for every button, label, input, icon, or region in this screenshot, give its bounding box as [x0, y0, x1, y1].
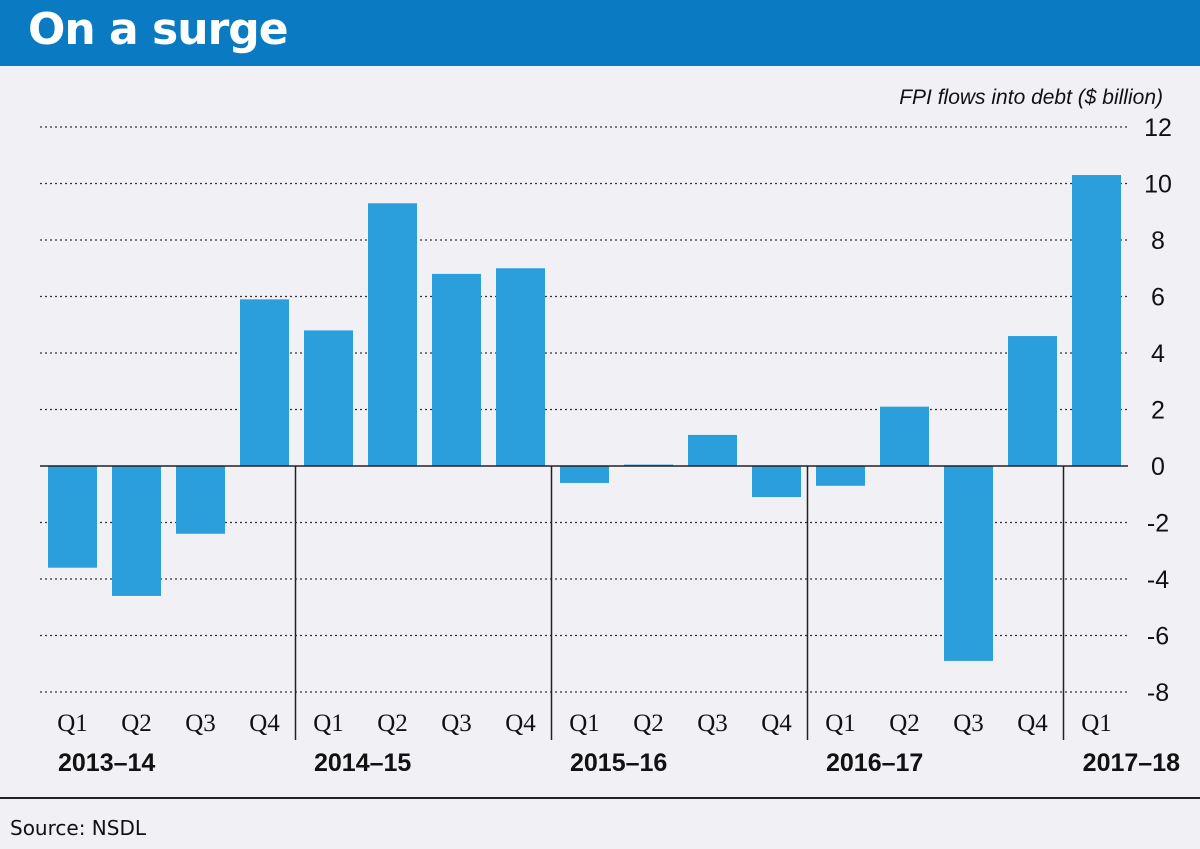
y-tick-label: -4: [1147, 566, 1169, 594]
x-tick-label: Q2: [377, 710, 408, 737]
bar: [752, 466, 801, 498]
x-group-label: 2016–17: [826, 749, 923, 777]
x-tick-label: Q3: [185, 710, 216, 737]
bar: [304, 330, 353, 466]
bar: [176, 466, 225, 534]
y-tick-label: 8: [1151, 227, 1165, 255]
x-tick-label: Q1: [825, 710, 856, 737]
chart-title: On a surge: [28, 4, 289, 55]
bar: [112, 466, 161, 596]
y-tick-label: 0: [1151, 453, 1165, 481]
x-tick-label: Q1: [57, 710, 88, 737]
x-group-label: 2017–18: [1083, 749, 1180, 777]
x-tick-label: Q4: [505, 710, 536, 737]
bar: [496, 268, 545, 466]
bar: [816, 466, 865, 486]
bar: [880, 406, 929, 466]
bar: [48, 466, 97, 568]
source-note: Source: NSDL: [10, 816, 146, 840]
bar: [1008, 336, 1057, 466]
bar-chart: 12 10 8 6 4 2 0 -2 -4 -6 -8 FPI flows into debt ($ …: [0, 86, 1200, 799]
y-tick-label: 10: [1144, 171, 1172, 199]
x-tick-label: Q3: [441, 710, 472, 737]
bar: [1072, 175, 1121, 466]
x-tick-label: Q3: [953, 710, 984, 737]
y-tick-label: -6: [1147, 623, 1169, 651]
bar: [240, 299, 289, 466]
x-tick-label: Q1: [569, 710, 600, 737]
y-tick-label: -2: [1147, 510, 1169, 538]
y-tick-label: -8: [1147, 679, 1169, 707]
x-tick-label: Q4: [249, 710, 280, 737]
x-group-label: 2014–15: [314, 749, 411, 777]
y-tick-label: 4: [1151, 340, 1165, 368]
x-tick-label: Q2: [633, 710, 664, 737]
x-tick-label: Q2: [121, 710, 152, 737]
bar: [432, 273, 481, 466]
x-tick-label: Q1: [1081, 710, 1112, 737]
title-bar: On a surge: [0, 0, 1200, 66]
x-tick-label: Q3: [697, 710, 728, 737]
bar: [368, 203, 417, 466]
y-tick-label: 2: [1151, 397, 1165, 425]
x-tick-label: Q4: [761, 710, 792, 737]
bar: [688, 434, 737, 466]
x-tick-label: Q4: [1017, 710, 1048, 737]
x-group-label: 2015–16: [570, 749, 667, 777]
x-tick-label: Q1: [313, 710, 344, 737]
y-tick-label: 12: [1144, 114, 1172, 142]
y-tick-label: 6: [1151, 284, 1165, 312]
x-tick-label: Q2: [889, 710, 920, 737]
bar: [944, 466, 993, 661]
y-axis-label: FPI flows into debt ($ billion): [899, 86, 1163, 109]
bar: [560, 466, 609, 483]
x-group-label: 2013–14: [58, 749, 155, 777]
